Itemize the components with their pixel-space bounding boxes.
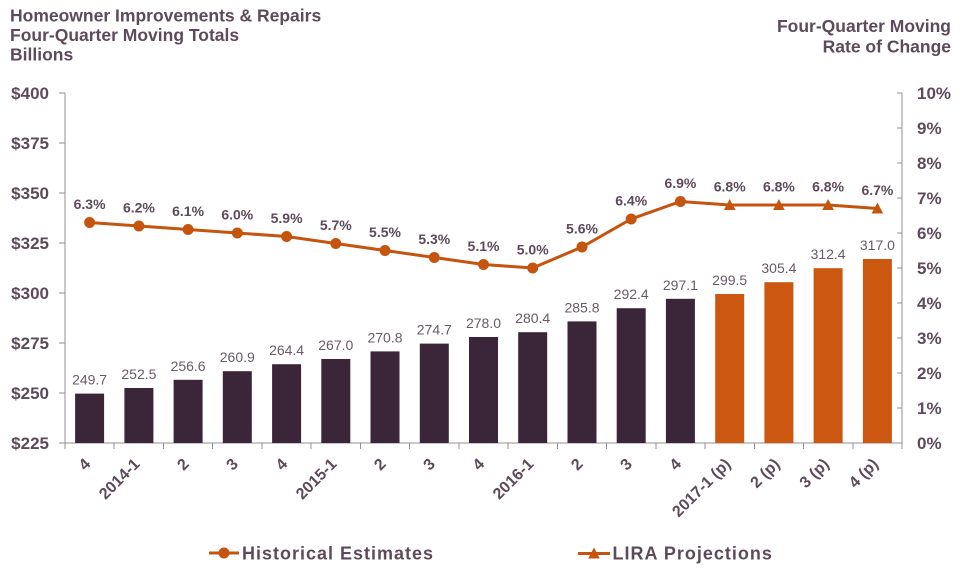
svg-text:278.0: 278.0 [466, 315, 501, 331]
svg-text:2%: 2% [917, 364, 942, 383]
svg-text:292.4: 292.4 [614, 286, 649, 302]
svg-text:267.0: 267.0 [318, 337, 353, 353]
svg-text:7%: 7% [917, 189, 942, 208]
svg-text:299.5: 299.5 [712, 272, 747, 288]
svg-text:Historical Estimates: Historical Estimates [242, 544, 434, 564]
svg-text:Four-Quarter Moving: Four-Quarter Moving [777, 16, 951, 36]
svg-text:249.7: 249.7 [72, 372, 107, 388]
svg-text:260.9: 260.9 [220, 349, 255, 365]
svg-text:5.3%: 5.3% [418, 231, 450, 247]
svg-text:$225: $225 [11, 434, 49, 453]
svg-text:6.3%: 6.3% [74, 196, 106, 212]
svg-text:312.4: 312.4 [811, 246, 846, 262]
svg-text:280.4: 280.4 [515, 310, 550, 326]
svg-text:Billions: Billions [10, 45, 73, 65]
svg-text:LIRA Projections: LIRA Projections [613, 544, 773, 564]
svg-text:256.6: 256.6 [171, 358, 206, 374]
svg-text:8%: 8% [917, 154, 942, 173]
svg-text:$300: $300 [11, 284, 49, 303]
svg-text:270.8: 270.8 [367, 329, 402, 345]
svg-text:6.8%: 6.8% [763, 179, 795, 195]
svg-text:$400: $400 [11, 84, 49, 103]
svg-text:5%: 5% [917, 259, 942, 278]
svg-text:6%: 6% [917, 224, 942, 243]
svg-text:6.7%: 6.7% [861, 182, 893, 198]
svg-text:5.7%: 5.7% [320, 217, 352, 233]
svg-text:1%: 1% [917, 399, 942, 418]
svg-text:Rate of Change: Rate of Change [823, 37, 952, 57]
svg-text:4%: 4% [917, 294, 942, 313]
svg-text:5.0%: 5.0% [517, 242, 549, 258]
svg-text:6.1%: 6.1% [172, 203, 204, 219]
svg-text:297.1: 297.1 [663, 277, 698, 293]
svg-text:6.2%: 6.2% [123, 200, 155, 216]
svg-text:9%: 9% [917, 119, 942, 138]
svg-text:252.5: 252.5 [121, 366, 156, 382]
svg-text:3%: 3% [917, 329, 942, 348]
svg-text:Homeowner Improvements & Repai: Homeowner Improvements & Repairs [10, 6, 321, 26]
svg-text:0%: 0% [917, 434, 942, 453]
svg-text:$325: $325 [11, 234, 49, 253]
svg-text:6.8%: 6.8% [812, 179, 844, 195]
svg-text:6.8%: 6.8% [714, 179, 746, 195]
svg-text:5.5%: 5.5% [369, 224, 401, 240]
svg-text:274.7: 274.7 [417, 322, 452, 338]
svg-text:$375: $375 [11, 134, 49, 153]
svg-text:305.4: 305.4 [761, 260, 796, 276]
svg-text:5.1%: 5.1% [468, 238, 500, 254]
svg-text:264.4: 264.4 [269, 342, 304, 358]
svg-text:285.8: 285.8 [564, 299, 599, 315]
svg-text:$350: $350 [11, 184, 49, 203]
svg-text:Four-Quarter Moving Totals: Four-Quarter Moving Totals [10, 25, 239, 45]
svg-text:10%: 10% [917, 84, 951, 103]
svg-text:6.4%: 6.4% [615, 193, 647, 209]
svg-text:$250: $250 [11, 384, 49, 403]
svg-text:6.0%: 6.0% [221, 207, 253, 223]
svg-text:5.6%: 5.6% [566, 221, 598, 237]
svg-text:317.0: 317.0 [860, 237, 895, 253]
svg-text:5.9%: 5.9% [271, 210, 303, 226]
svg-text:$275: $275 [11, 334, 49, 353]
svg-text:6.9%: 6.9% [664, 175, 696, 191]
